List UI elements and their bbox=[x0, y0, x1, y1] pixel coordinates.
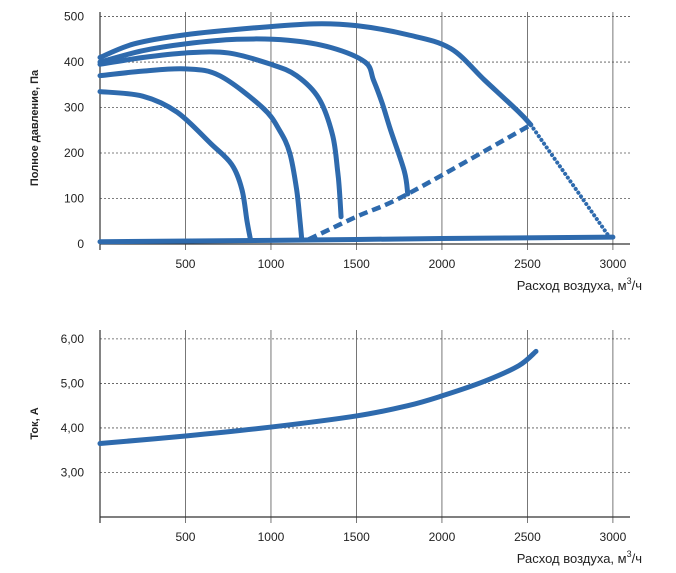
y-tick-label: 0 bbox=[77, 237, 84, 251]
x-tick-label: 500 bbox=[175, 257, 195, 271]
x-axis-label: Расход воздуха, м3/ч bbox=[517, 276, 642, 293]
y-axis-label: Полное давление, Па bbox=[29, 69, 41, 186]
current-chart: 3,00 4,00 5,00 6,00 500 1000 1500 2000 2500 3000 Т… bbox=[29, 330, 642, 566]
series-line-7 bbox=[307, 122, 532, 242]
y-tick-label: 500 bbox=[64, 10, 84, 24]
y-tick-label: 5,00 bbox=[61, 376, 85, 390]
pressure-chart: 0 100 200 300 400 500 500 1000 1500 2000 2500 3000 П… bbox=[29, 10, 642, 293]
x-tick-label: 2000 bbox=[429, 530, 456, 544]
y-tick-label: 400 bbox=[64, 55, 84, 69]
x-tick-label: 3000 bbox=[600, 530, 627, 544]
y-tick-label: 100 bbox=[64, 192, 84, 206]
y-tick-label: 4,00 bbox=[61, 421, 85, 435]
series-line-1 bbox=[97, 348, 539, 447]
series-line-5 bbox=[97, 89, 253, 242]
series-line-4 bbox=[97, 66, 305, 242]
y-tick-label: 300 bbox=[64, 101, 84, 115]
series-line-8 bbox=[528, 122, 612, 240]
y-axis-label: Ток, А bbox=[29, 407, 41, 439]
series-line-1 bbox=[97, 21, 534, 128]
x-tick-label: 1500 bbox=[343, 530, 370, 544]
series-line-6 bbox=[97, 234, 616, 245]
x-tick-label: 1500 bbox=[343, 257, 370, 271]
series-line-3 bbox=[97, 49, 344, 220]
x-tick-label: 2500 bbox=[514, 257, 541, 271]
y-tick-label: 3,00 bbox=[61, 465, 85, 479]
x-tick-label: 500 bbox=[175, 530, 195, 544]
x-tick-label: 3000 bbox=[600, 257, 627, 271]
x-tick-label: 2000 bbox=[429, 257, 456, 271]
x-tick-label: 1000 bbox=[258, 257, 285, 271]
x-tick-label: 2500 bbox=[514, 530, 541, 544]
series-line-2 bbox=[97, 36, 411, 197]
y-tick-label: 6,00 bbox=[61, 332, 85, 346]
x-axis-label: Расход воздуха, м3/ч bbox=[517, 549, 642, 566]
x-tick-label: 1000 bbox=[258, 530, 285, 544]
y-tick-label: 200 bbox=[64, 146, 84, 160]
